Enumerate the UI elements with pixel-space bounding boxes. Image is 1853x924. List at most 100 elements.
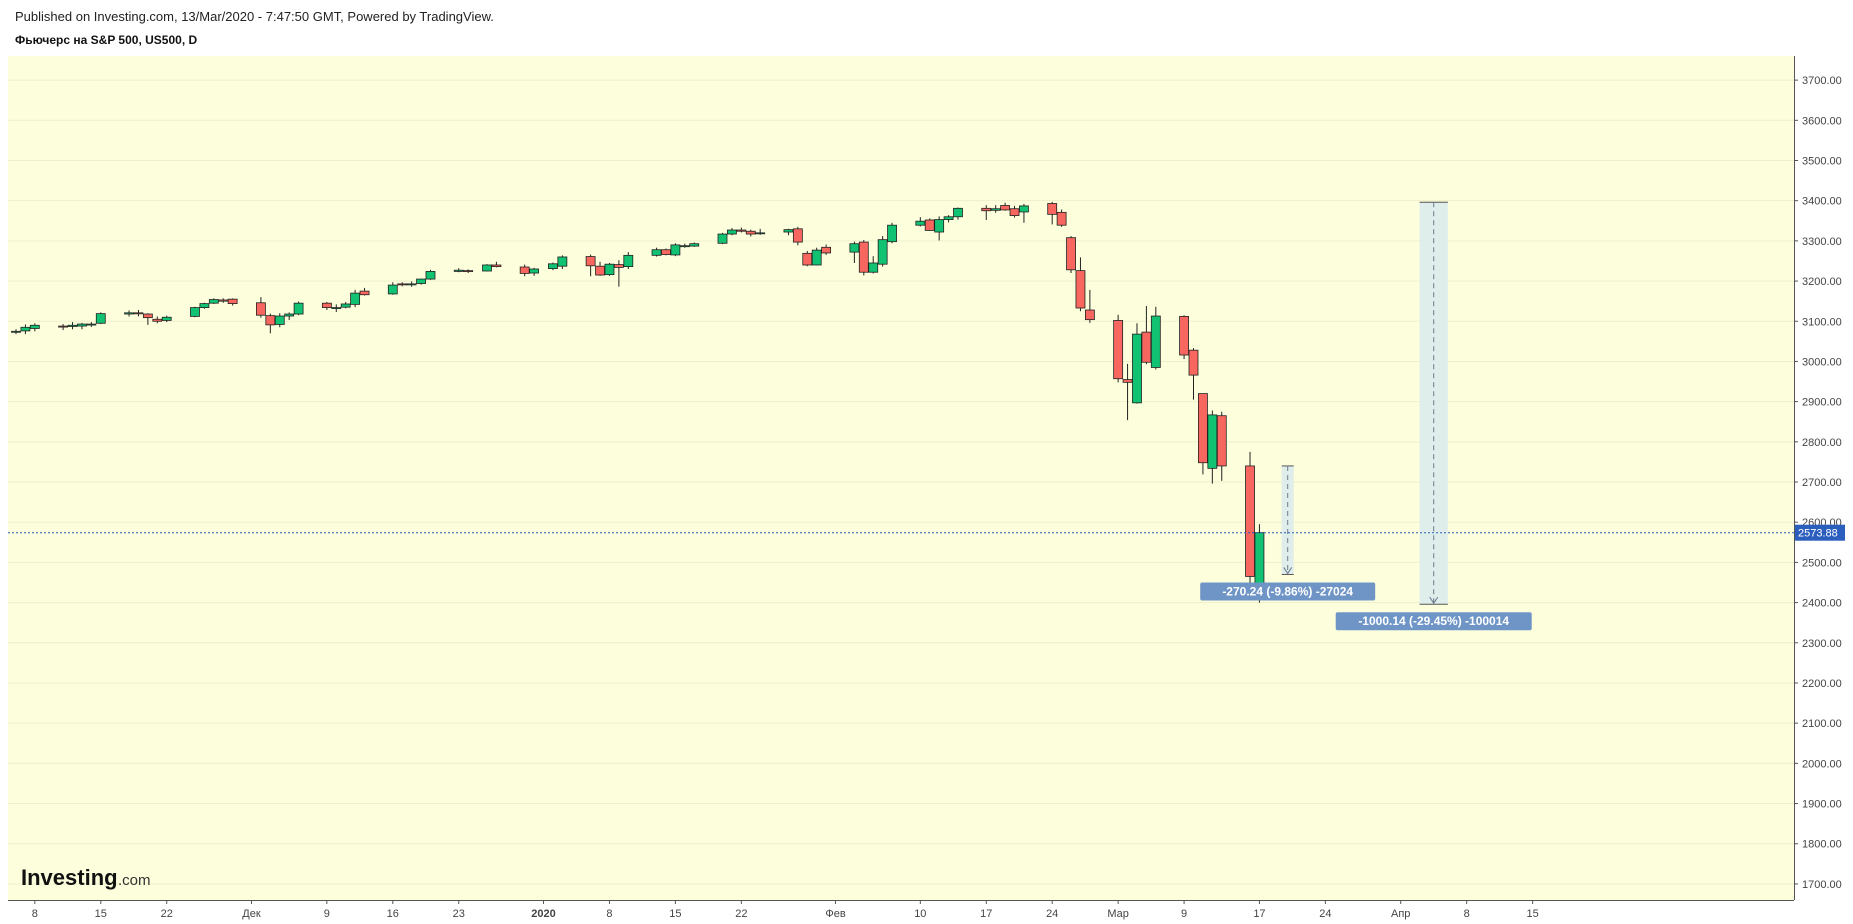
time-tick-label: 15 (95, 908, 107, 920)
time-tick-label: Апр (1391, 908, 1410, 920)
measure-arrow-head (1283, 567, 1293, 575)
candle-down (595, 265, 605, 276)
candle-up (548, 263, 558, 270)
candle-up (604, 263, 615, 276)
price-tick-label: 2200.00 (1802, 678, 1842, 690)
candle-up (529, 268, 539, 274)
candle-up (293, 302, 304, 315)
candle-up (340, 303, 351, 308)
candle-down (463, 270, 474, 273)
candle-down (321, 302, 332, 308)
last-price-line: 2573.88 (8, 524, 1845, 541)
candle-up (1207, 414, 1218, 469)
price-tick-label: 3300.00 (1802, 236, 1842, 248)
candle-down (519, 266, 530, 274)
candle-up (783, 229, 794, 233)
candle-up (953, 207, 963, 218)
candle-up (406, 283, 417, 286)
candle-down (585, 256, 596, 267)
time-tick-label: 15 (1526, 908, 1538, 920)
candle-down (858, 241, 869, 273)
candle-up (425, 271, 436, 280)
price-tick-label: 3500.00 (1802, 155, 1842, 167)
price-tick-label: 3000.00 (1802, 356, 1842, 368)
price-tick-label: 2400.00 (1802, 598, 1842, 610)
candle-up (717, 233, 728, 244)
candle-up (679, 245, 690, 248)
time-tick-label: 9 (324, 908, 330, 920)
price-tick-label: 2700.00 (1802, 477, 1842, 489)
candle-up (274, 315, 285, 325)
time-tick-label: 2020 (531, 908, 555, 920)
candle-down (152, 318, 163, 322)
last-price-tag-bg (1795, 524, 1845, 541)
candle-up (623, 254, 634, 267)
price-tick-label: 1900.00 (1802, 799, 1842, 811)
candle-up (29, 324, 40, 329)
candle-down (736, 229, 747, 232)
price-tick-label: 2100.00 (1802, 718, 1842, 730)
candle-up (877, 239, 888, 265)
logo-main: Investing (21, 865, 118, 890)
candle-up (849, 243, 860, 253)
candle-up (67, 324, 78, 327)
candle-down (1141, 331, 1152, 363)
candle-up (689, 243, 700, 247)
time-tick-label: 15 (669, 908, 681, 920)
candle-up (887, 224, 897, 243)
candle-down (1056, 211, 1067, 226)
time-tick-label: 8 (1464, 908, 1470, 920)
candle-down (227, 298, 238, 304)
price-tick-label: 2900.00 (1802, 397, 1842, 409)
candle-down (1188, 349, 1199, 376)
candle-down (1216, 415, 1227, 467)
candle-down (265, 315, 276, 326)
time-tick-label: 8 (32, 908, 38, 920)
time-tick-label: 22 (161, 908, 173, 920)
candle-down (359, 290, 370, 296)
time-tick-label: Мар (1107, 908, 1129, 920)
time-tick-label: 9 (1181, 908, 1187, 920)
candle-up (482, 264, 492, 272)
time-tick-label: 17 (1253, 908, 1265, 920)
candle-down (1000, 205, 1010, 211)
time-tick-label: 16 (387, 908, 399, 920)
candle-up (1150, 315, 1161, 368)
time-tick-label: 17 (980, 908, 992, 920)
candle-up (453, 269, 464, 272)
candle-down (821, 246, 832, 254)
measure-label-1: -270.24 (-9.86%) -27024 (1222, 584, 1353, 598)
candle-up (77, 323, 87, 327)
price-tick-label: 3400.00 (1802, 196, 1842, 208)
candle-down (1245, 465, 1255, 577)
price-tick-label: 1800.00 (1802, 839, 1842, 851)
candle-up (20, 326, 31, 332)
candle-down (613, 264, 624, 268)
candle-down (1122, 379, 1133, 383)
candle-up (95, 313, 106, 324)
candle-down (1075, 270, 1086, 309)
candle-up (208, 299, 219, 304)
candle-down (397, 283, 408, 286)
price-tick-label: 2500.00 (1802, 557, 1842, 569)
candle-down (1198, 393, 1208, 464)
candle-up (86, 323, 97, 326)
candle-up (811, 249, 822, 266)
price-tick-label: 3200.00 (1802, 276, 1842, 288)
candle-down (1009, 208, 1020, 216)
price-tick-label: 3600.00 (1802, 115, 1842, 127)
candle-down (1047, 203, 1058, 215)
price-tick-label: 2000.00 (1802, 758, 1842, 770)
price-axis: 3700.00 3600.00 3500.00 3400.00 3300.00 3200.… (1794, 75, 1842, 891)
candle-up (670, 244, 681, 256)
measure-arrow-head (1429, 596, 1439, 605)
measurement-tools[interactable] (1281, 201, 1448, 605)
candle-down (745, 230, 756, 235)
price-tick-label: 1700.00 (1802, 879, 1842, 891)
candle-up (190, 307, 200, 317)
time-tick-label: Фев (825, 908, 845, 920)
candle-down (661, 249, 671, 255)
time-tick-label: 23 (453, 908, 465, 920)
price-tick-label: 3700.00 (1802, 75, 1842, 87)
